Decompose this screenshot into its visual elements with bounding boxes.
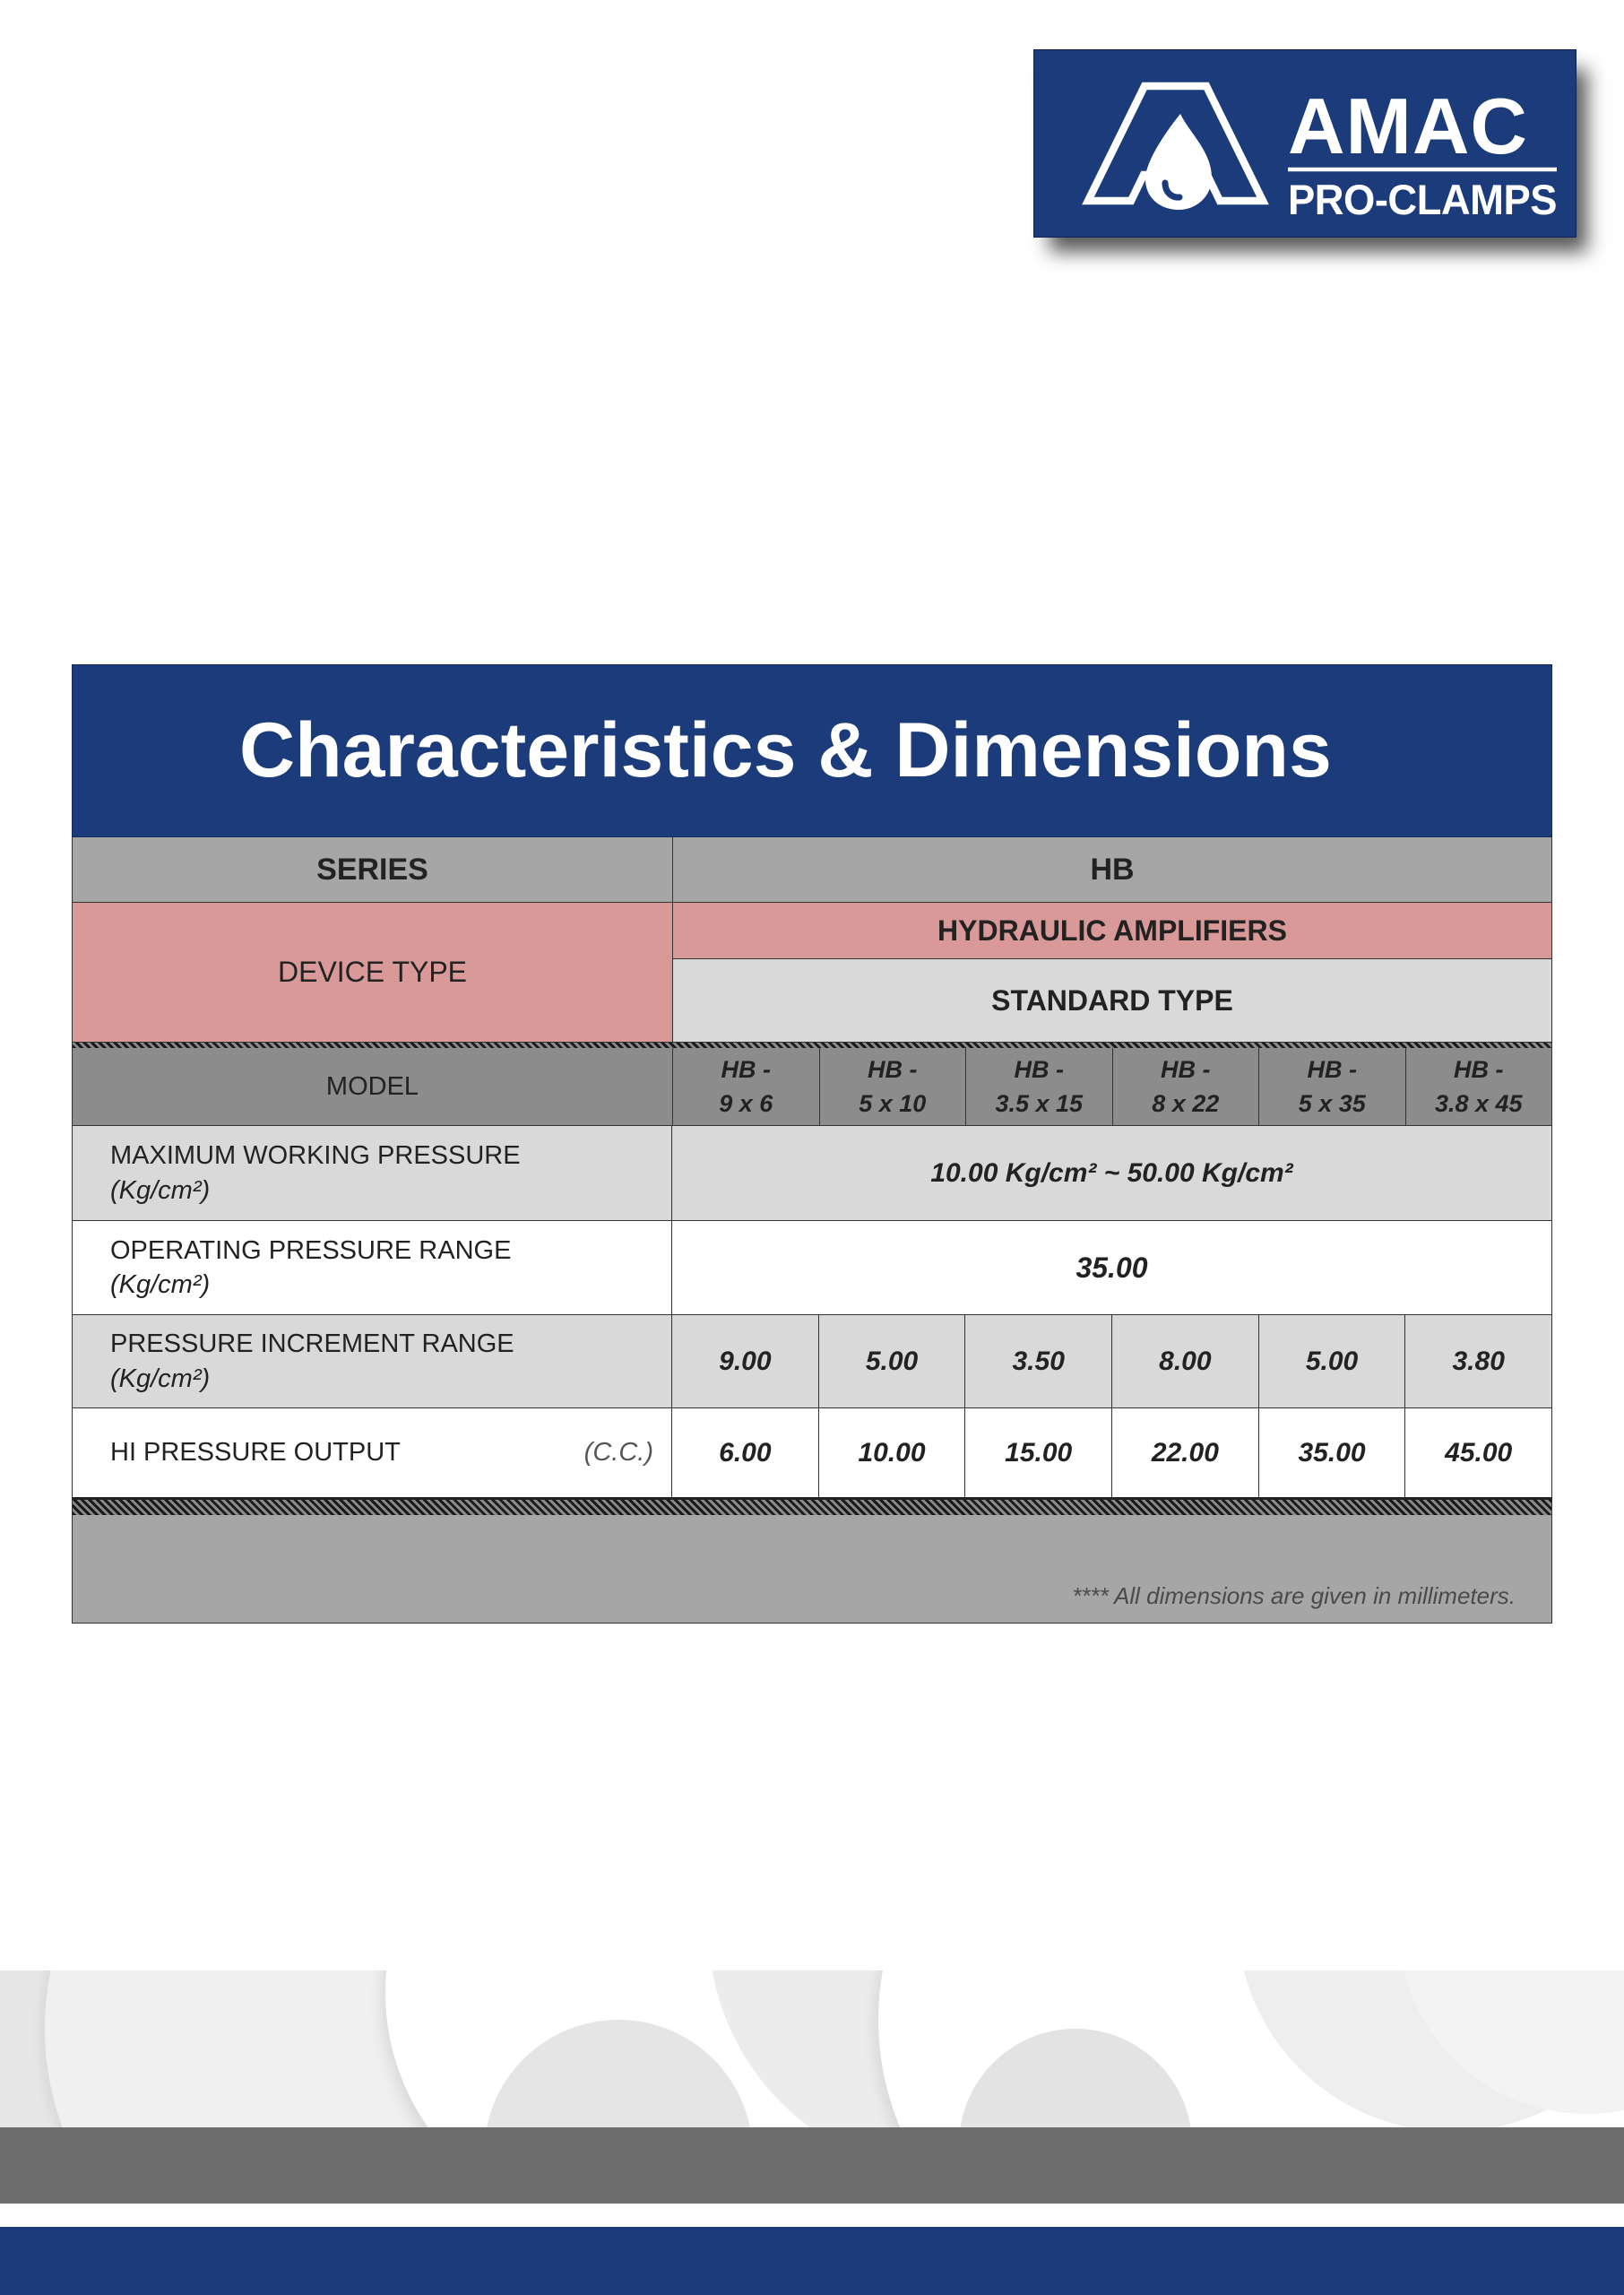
svg-text:PRO-CLAMPS: PRO-CLAMPS (1288, 176, 1557, 223)
svg-text:AMAC: AMAC (1288, 82, 1528, 170)
